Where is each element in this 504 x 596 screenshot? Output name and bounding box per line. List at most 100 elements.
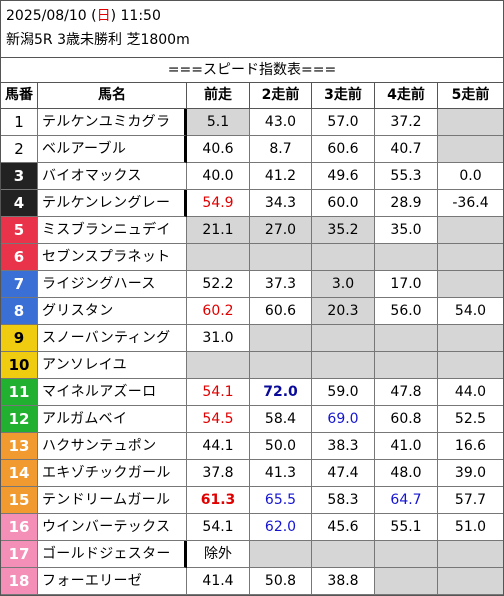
table-row: 18 フォーエリーゼ 41.4 50.8 38.8 — [1, 568, 503, 595]
horse-number: 18 — [1, 568, 38, 595]
horse-number: 13 — [1, 433, 38, 460]
speed-index-cell — [375, 352, 438, 379]
speed-index-cell: 58.3 — [312, 487, 375, 514]
horse-name: マイネルアズーロ — [38, 379, 187, 406]
speed-index-cell: 35.2 — [312, 217, 375, 244]
table-row: 1 テルケンユミカグラ 5.1 43.0 57.0 37.2 — [1, 109, 503, 136]
horse-name: ウインバーテックス — [38, 514, 187, 541]
horse-name: グリスタン — [38, 298, 187, 325]
speed-index-cell — [312, 244, 375, 271]
table-row: 13 ハクサンテュポン 44.1 50.0 38.3 41.0 16.6 — [1, 433, 503, 460]
horse-number: 6 — [1, 244, 38, 271]
speed-index-cell: 37.3 — [250, 271, 312, 298]
speed-index-cell: 60.0 — [312, 190, 375, 217]
speed-index-cell: 45.6 — [312, 514, 375, 541]
speed-index-cell — [250, 541, 312, 568]
speed-index-cell: 51.0 — [438, 514, 503, 541]
speed-index-cell: 54.9 — [187, 190, 250, 217]
speed-index-cell: 44.0 — [438, 379, 503, 406]
speed-index-cell: 40.7 — [375, 136, 438, 163]
horse-name: フォーエリーゼ — [38, 568, 187, 595]
speed-index-cell: 59.0 — [312, 379, 375, 406]
speed-index-cell: 60.2 — [187, 298, 250, 325]
table-row: 11 マイネルアズーロ 54.1 72.0 59.0 47.8 44.0 — [1, 379, 503, 406]
horse-number: 14 — [1, 460, 38, 487]
table-row: 3 バイオマックス 40.0 41.2 49.6 55.3 0.0 — [1, 163, 503, 190]
speed-index-cell — [438, 109, 503, 136]
speed-index-cell: 40.0 — [187, 163, 250, 190]
speed-index-cell — [375, 244, 438, 271]
speed-index-cell — [312, 352, 375, 379]
speed-index-cell: 34.3 — [250, 190, 312, 217]
col-header-prev1: 前走 — [187, 82, 250, 109]
speed-index-cell: 48.0 — [375, 460, 438, 487]
speed-index-cell: 57.0 — [312, 109, 375, 136]
speed-index-cell: 54.0 — [438, 298, 503, 325]
speed-index-cell: 60.6 — [250, 298, 312, 325]
table-row: 12 アルガムベイ 54.5 58.4 69.0 60.8 52.5 — [1, 406, 503, 433]
table-row: 8 グリスタン 60.2 60.6 20.3 56.0 54.0 — [1, 298, 503, 325]
speed-index-cell — [438, 568, 503, 595]
speed-index-cell — [438, 136, 503, 163]
horse-name: アルガムベイ — [38, 406, 187, 433]
horse-name: ライジングハース — [38, 271, 187, 298]
speed-index-cell — [375, 568, 438, 595]
race-title: 新潟5R 3歳未勝利 芝1800m — [6, 32, 190, 48]
speed-index-cell: 54.1 — [187, 379, 250, 406]
speed-index-cell: 37.8 — [187, 460, 250, 487]
col-header-prev3: 3走前 — [312, 82, 375, 109]
speed-index-cell: 27.0 — [250, 217, 312, 244]
speed-index-cell: -36.4 — [438, 190, 503, 217]
horse-number: 2 — [1, 136, 38, 163]
speed-index-cell: 55.3 — [375, 163, 438, 190]
table-row: 7 ライジングハース 52.2 37.3 3.0 17.0 — [1, 271, 503, 298]
horse-name: スノーバンティング — [38, 325, 187, 352]
horse-number: 5 — [1, 217, 38, 244]
horse-name: ミスブランニュデイ — [38, 217, 187, 244]
speed-index-cell — [438, 217, 503, 244]
speed-index-cell: 50.8 — [250, 568, 312, 595]
table-banner: ===スピード指数表=== — [1, 57, 503, 83]
table-row: 16 ウインバーテックス 54.1 62.0 45.6 55.1 51.0 — [1, 514, 503, 541]
speed-index-cell: 43.0 — [250, 109, 312, 136]
speed-index-cell: 52.2 — [187, 271, 250, 298]
speed-index-cell: 21.1 — [187, 217, 250, 244]
speed-index-cell: 0.0 — [438, 163, 503, 190]
speed-index-cell: 39.0 — [438, 460, 503, 487]
weekday: 日 — [96, 8, 111, 24]
speed-index-cell: 41.2 — [250, 163, 312, 190]
speed-index-cell: 5.1 — [187, 109, 250, 136]
table-row: 5 ミスブランニュデイ 21.1 27.0 35.2 35.0 — [1, 217, 503, 244]
speed-index-cell: 58.4 — [250, 406, 312, 433]
speed-index-cell: 31.0 — [187, 325, 250, 352]
speed-index-cell — [187, 244, 250, 271]
speed-index-cell — [250, 325, 312, 352]
speed-index-cell: 20.3 — [312, 298, 375, 325]
horse-number: 11 — [1, 379, 38, 406]
horse-name: ベルアーブル — [38, 136, 187, 163]
speed-index-cell: 3.0 — [312, 271, 375, 298]
horse-number: 7 — [1, 271, 38, 298]
horse-name: テルケンユミカグラ — [38, 109, 187, 136]
horse-number: 15 — [1, 487, 38, 514]
horse-number: 17 — [1, 541, 38, 568]
speed-index-cell: 17.0 — [375, 271, 438, 298]
speed-index-cell: 61.3 — [187, 487, 250, 514]
col-header-prev2: 2走前 — [250, 82, 312, 109]
table-row: 2 ベルアーブル 40.6 8.7 60.6 40.7 — [1, 136, 503, 163]
speed-index-cell — [187, 352, 250, 379]
speed-index-cell — [250, 244, 312, 271]
speed-index-cell — [438, 541, 503, 568]
horse-number: 3 — [1, 163, 38, 190]
horse-number: 8 — [1, 298, 38, 325]
speed-index-cell — [312, 325, 375, 352]
speed-index-cell — [438, 325, 503, 352]
speed-index-cell — [438, 352, 503, 379]
speed-index-cell: 64.7 — [375, 487, 438, 514]
speed-index-cell: 41.4 — [187, 568, 250, 595]
speed-index-cell: 37.2 — [375, 109, 438, 136]
horse-number: 4 — [1, 190, 38, 217]
speed-index-cell: 65.5 — [250, 487, 312, 514]
speed-index-cell — [375, 541, 438, 568]
